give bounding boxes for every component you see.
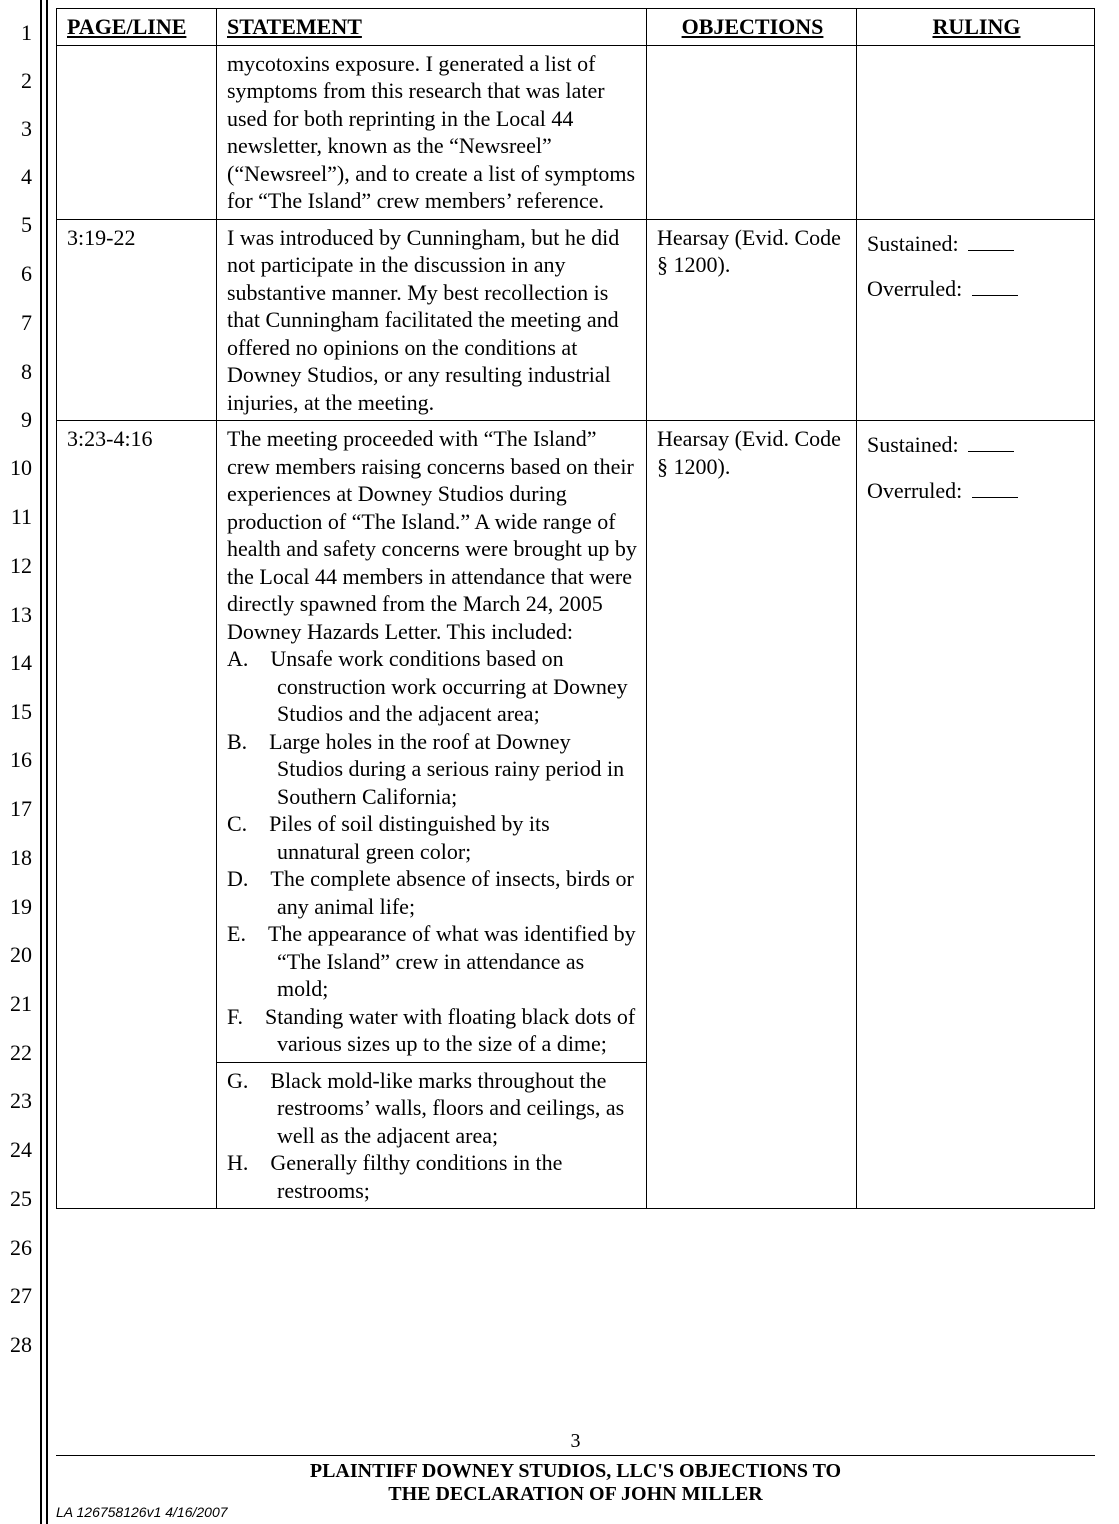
- line-number: 21: [0, 993, 32, 1015]
- line-number: 19: [0, 896, 32, 918]
- table-header-row: PAGE/LINE STATEMENT OBJECTIONS RULING: [57, 9, 1095, 46]
- table-row: 3:19-22I was introduced by Cunningham, b…: [57, 219, 1095, 421]
- line-number: 20: [0, 944, 32, 966]
- line-number: 13: [0, 604, 32, 626]
- line-number: 5: [0, 214, 32, 236]
- line-number: 25: [0, 1188, 32, 1210]
- footer-title-1: PLAINTIFF DOWNEY STUDIOS, LLC'S OBJECTIO…: [56, 1460, 1095, 1483]
- line-number: 12: [0, 555, 32, 577]
- footer-rule: [56, 1455, 1095, 1456]
- line-number: 15: [0, 701, 32, 723]
- statement-list-item: C. Piles of soil distinguished by its un…: [227, 810, 638, 865]
- ruling-cell: [857, 45, 1095, 219]
- statement-list-item: D. The complete absence of insects, bird…: [227, 865, 638, 920]
- line-number: 24: [0, 1139, 32, 1161]
- statement-cell: The meeting proceeded with “The Island” …: [217, 421, 647, 1063]
- statement-list-item: E. The appearance of what was identified…: [227, 920, 638, 1003]
- line-number: 26: [0, 1237, 32, 1259]
- ruling-overruled: Overruled:: [867, 477, 1086, 505]
- statement-list-item: F. Standing water with floating black do…: [227, 1003, 638, 1058]
- objections-table: PAGE/LINE STATEMENT OBJECTIONS RULING my…: [56, 8, 1095, 1209]
- overruled-blank: [972, 497, 1018, 498]
- line-number: 10: [0, 457, 32, 479]
- statement-list-item: G. Black mold-like marks throughout the …: [227, 1067, 638, 1150]
- statement-list-item: A. Unsafe work conditions based on const…: [227, 645, 638, 728]
- line-number: 7: [0, 312, 32, 334]
- ruling-sustained: Sustained:: [867, 431, 1086, 459]
- statement-cell: I was introduced by Cunningham, but he d…: [217, 219, 647, 421]
- header-objections: OBJECTIONS: [647, 9, 857, 46]
- page-line-cell: 3:19-22: [57, 219, 217, 421]
- page-content: PAGE/LINE STATEMENT OBJECTIONS RULING my…: [56, 8, 1095, 1209]
- pleading-rule-1: [40, 0, 42, 1524]
- line-number: 2: [0, 70, 32, 92]
- page-line-cell: 3:23-4:16: [57, 421, 217, 1209]
- footer-title-2: THE DECLARATION OF JOHN MILLER: [56, 1483, 1095, 1506]
- header-ruling: RULING: [857, 9, 1095, 46]
- statement-list-item: B. Large holes in the roof at Downey Stu…: [227, 728, 638, 811]
- page-line-cell: [57, 45, 217, 219]
- sustained-blank: [968, 250, 1014, 251]
- table-body: mycotoxins exposure. I generated a list …: [57, 45, 1095, 1209]
- statement-list-item: H. Generally filthy conditions in the re…: [227, 1149, 638, 1204]
- ruling-overruled: Overruled:: [867, 275, 1086, 303]
- table-row: mycotoxins exposure. I generated a list …: [57, 45, 1095, 219]
- objection-cell: Hearsay (Evid. Code § 1200).: [647, 421, 857, 1209]
- header-page-line: PAGE/LINE: [57, 9, 217, 46]
- line-number: 18: [0, 847, 32, 869]
- line-number: 9: [0, 409, 32, 431]
- line-number: 1: [0, 22, 32, 44]
- objection-cell: Hearsay (Evid. Code § 1200).: [647, 219, 857, 421]
- line-number: 17: [0, 798, 32, 820]
- line-number: 4: [0, 166, 32, 188]
- ruling-cell: Sustained: Overruled:: [857, 219, 1095, 421]
- statement-cell: mycotoxins exposure. I generated a list …: [217, 45, 647, 219]
- document-id: LA 126758126v1 4/16/2007: [56, 1504, 228, 1520]
- line-number: 28: [0, 1334, 32, 1356]
- line-number: 3: [0, 118, 32, 140]
- line-number: 8: [0, 361, 32, 383]
- header-statement: STATEMENT: [217, 9, 647, 46]
- sustained-blank: [968, 451, 1014, 452]
- objection-cell: [647, 45, 857, 219]
- line-number: 6: [0, 263, 32, 285]
- page-number: 3: [56, 1430, 1095, 1453]
- overruled-blank: [972, 295, 1018, 296]
- pleading-rule-2: [46, 0, 48, 1524]
- table-row: 3:23-4:16The meeting proceeded with “The…: [57, 421, 1095, 1063]
- line-number: 22: [0, 1042, 32, 1064]
- line-number: 14: [0, 652, 32, 674]
- statement-cell-cont: G. Black mold-like marks throughout the …: [217, 1062, 647, 1209]
- line-number: 16: [0, 749, 32, 771]
- ruling-sustained: Sustained:: [867, 230, 1086, 258]
- line-number: 11: [0, 506, 32, 528]
- page-footer: 3 PLAINTIFF DOWNEY STUDIOS, LLC'S OBJECT…: [56, 1430, 1095, 1506]
- line-number: 23: [0, 1090, 32, 1112]
- ruling-cell: Sustained: Overruled:: [857, 421, 1095, 1209]
- line-number: 27: [0, 1285, 32, 1307]
